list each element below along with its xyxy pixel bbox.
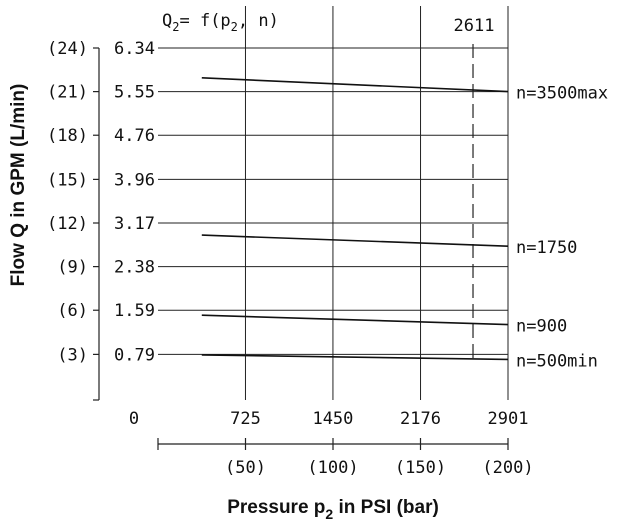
- y-tick-label-gpm: 1.59: [114, 301, 155, 321]
- x-tick-label-bar: (150): [395, 458, 446, 478]
- y-tick-label-gpm: 3.96: [114, 170, 155, 190]
- y-tick-label-lmin: (6): [57, 301, 88, 321]
- series-line: [201, 314, 509, 326]
- series-line: [201, 77, 509, 93]
- x-tick-label-psi: 2901: [488, 409, 529, 429]
- series-lines: [201, 44, 509, 362]
- y-tick-label-gpm: 3.17: [114, 214, 155, 234]
- y-tick-label-lmin: (9): [57, 258, 88, 278]
- y-tick-label-lmin: (15): [47, 170, 88, 190]
- x-tick-label-bar: (100): [307, 458, 358, 478]
- y-tick-label-lmin: (24): [47, 39, 88, 59]
- y-tick-label-lmin: (21): [47, 83, 88, 103]
- x-tick-label-bar: (50): [225, 458, 266, 478]
- x-tick-label-psi: 2176: [400, 409, 441, 429]
- series-line: [201, 354, 509, 361]
- chart-formula: Q2= f(p2, n): [162, 11, 279, 34]
- y-tick-label-gpm: 6.34: [114, 39, 155, 59]
- y-tick-label-lmin: (18): [47, 126, 88, 146]
- y-tick-label-gpm: 2.38: [114, 258, 155, 278]
- x-tick-label-bar: (200): [482, 458, 533, 478]
- series-label: n=1750: [516, 238, 577, 258]
- reference-line-label: 2611: [454, 16, 495, 36]
- series-line: [201, 234, 509, 247]
- grid: [158, 6, 509, 400]
- series-label: n=3500max: [516, 84, 608, 104]
- y-tick-label-gpm: 0.79: [114, 345, 155, 365]
- y-tick-label-lmin: (12): [47, 214, 88, 234]
- y-tick-label-lmin: (3): [57, 345, 88, 365]
- x-tick-label-psi: 0: [129, 409, 139, 429]
- y-tick-label-gpm: 5.55: [114, 83, 155, 103]
- y-tick-label-gpm: 4.76: [114, 126, 155, 146]
- y-axis-label: Flow Q in GPM (L/min): [8, 84, 29, 287]
- tick-labels: (24) 6.34 (21) 5.55 (18) 4.76 (15) 3.96 (12) 3.17…: [47, 39, 608, 478]
- x-tick-label-psi: 725: [230, 409, 261, 429]
- x-tick-label-psi: 1450: [312, 409, 353, 429]
- series-label: n=500min: [516, 351, 598, 371]
- series-label: n=900: [516, 317, 567, 337]
- axes: [93, 47, 509, 450]
- x-axis-label: Pressure p2 in PSI (bar): [227, 497, 439, 522]
